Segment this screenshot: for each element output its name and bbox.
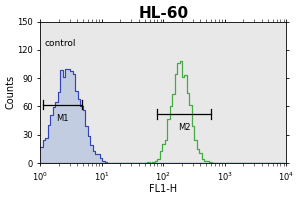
Title: HL-60: HL-60 (138, 6, 188, 21)
Y-axis label: Counts: Counts (6, 75, 16, 109)
X-axis label: FL1-H: FL1-H (149, 184, 177, 194)
Text: M2: M2 (178, 123, 190, 132)
Text: control: control (44, 39, 76, 48)
Text: M1: M1 (56, 114, 69, 123)
